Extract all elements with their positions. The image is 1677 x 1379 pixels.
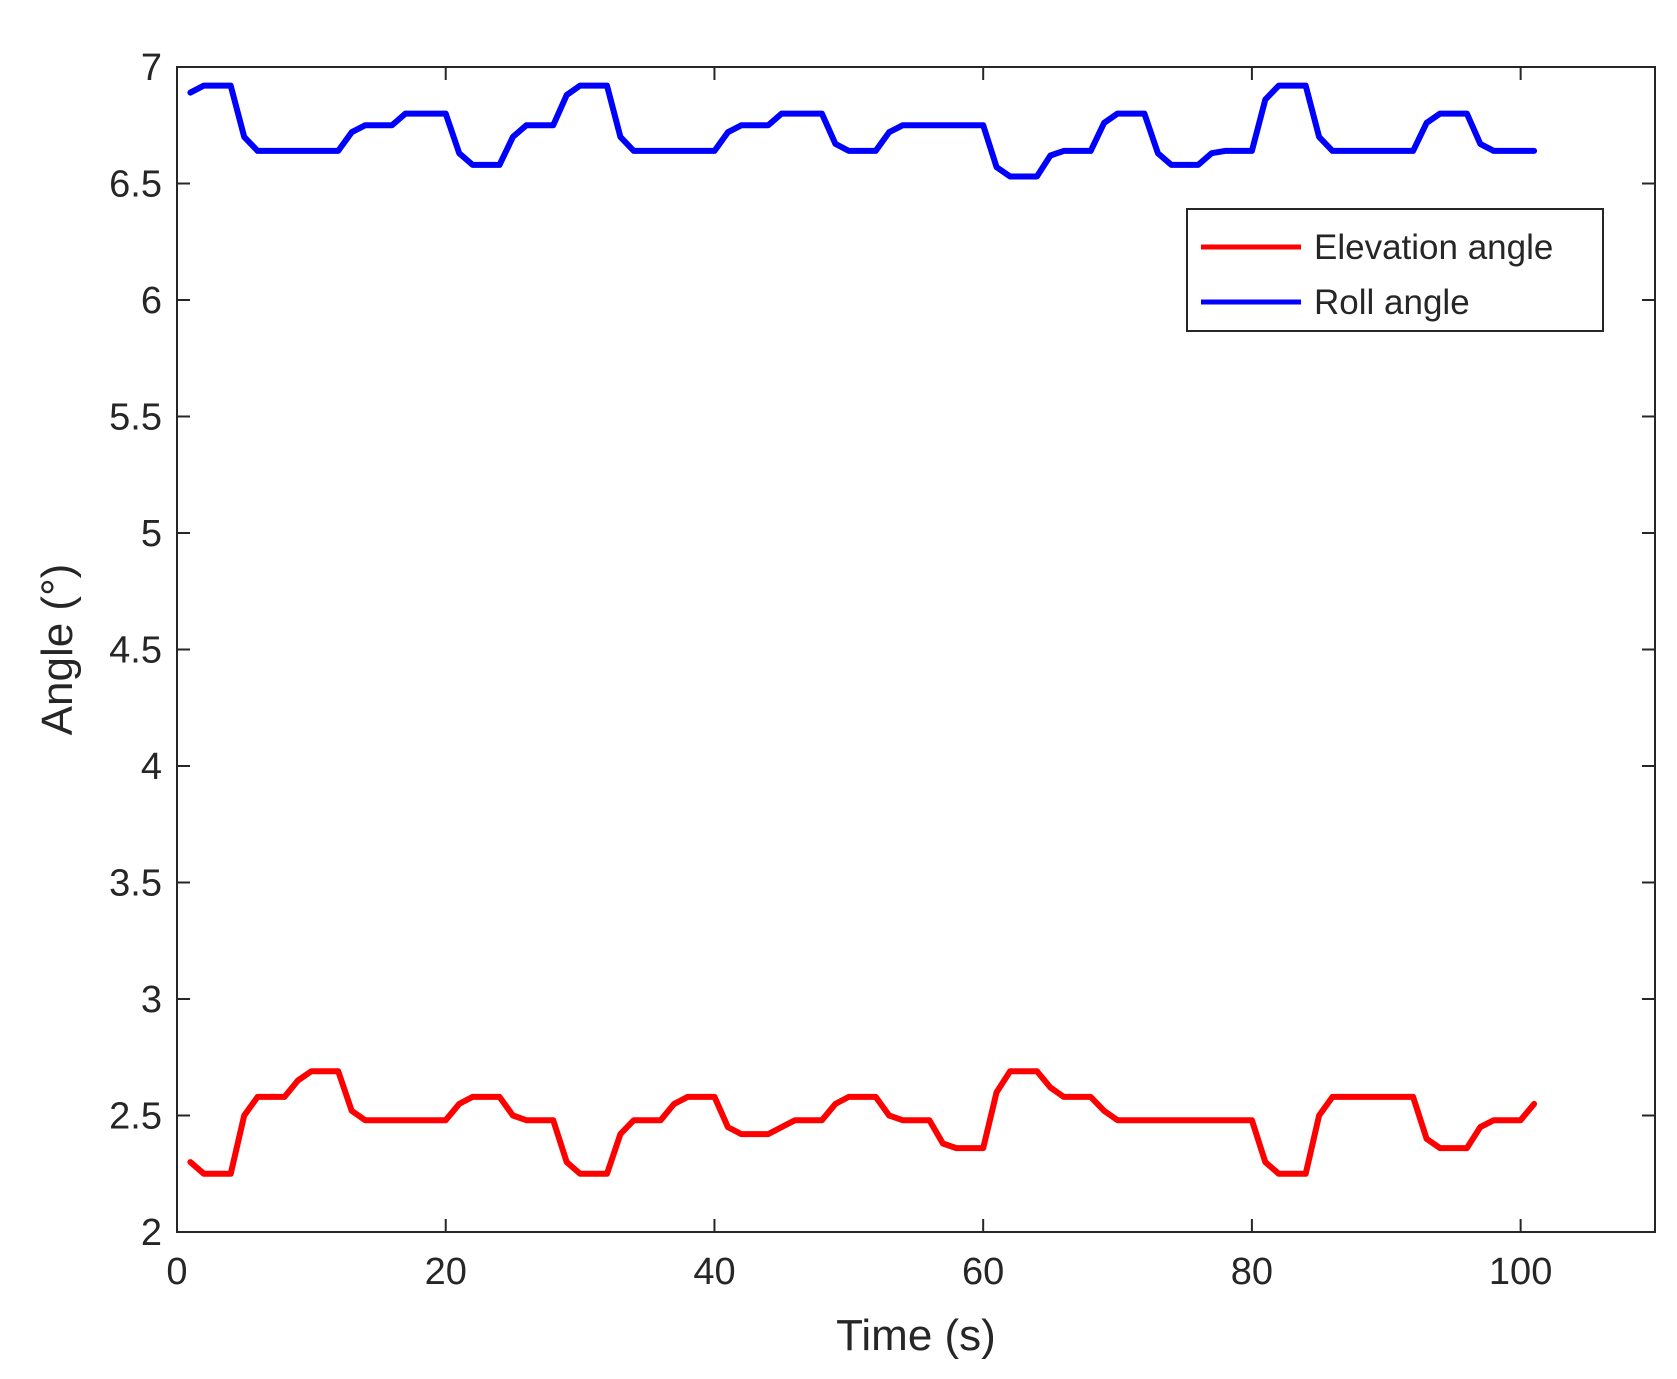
y-tick-label: 7: [141, 47, 162, 89]
y-tick-label: 2: [141, 1212, 162, 1254]
legend-box: [1186, 208, 1604, 332]
series-line-roll-angle: [187, 82, 1538, 180]
x-tick-label: 80: [1231, 1251, 1273, 1293]
x-tick-label: 20: [425, 1251, 467, 1293]
tick-layer: 0 20 40 60 80 100 2 2.5 3 3.5 4 4.5 5 5.5 6 6.5 7: [109, 47, 1655, 1293]
x-axis-label: Time (s): [836, 1311, 996, 1360]
legend-label-elevation: Elevation angle: [1314, 228, 1553, 267]
y-tick-label: 5.5: [109, 397, 162, 439]
y-axis-label: Angle (°): [33, 564, 82, 736]
y-tick-label: 6.5: [109, 164, 162, 206]
legend-label-roll: Roll angle: [1314, 283, 1470, 322]
x-tick-label: 100: [1489, 1251, 1552, 1293]
x-tick-label: 60: [962, 1251, 1004, 1293]
y-tick-label: 2.5: [109, 1096, 162, 1138]
y-tick-label: 5: [141, 513, 162, 555]
y-tick-label: 4.5: [109, 630, 162, 672]
legend: Elevation angle Roll angle: [1186, 208, 1604, 332]
series-layer: [187, 82, 1538, 1177]
y-tick-label: 3: [141, 979, 162, 1021]
y-tick-label: 3.5: [109, 863, 162, 905]
y-tick-label: 4: [141, 746, 162, 788]
series-line-elevation-angle: [187, 1068, 1538, 1177]
x-tick-label: 0: [166, 1251, 187, 1293]
x-tick-label: 40: [693, 1251, 735, 1293]
y-tick-label: 6: [141, 280, 162, 322]
